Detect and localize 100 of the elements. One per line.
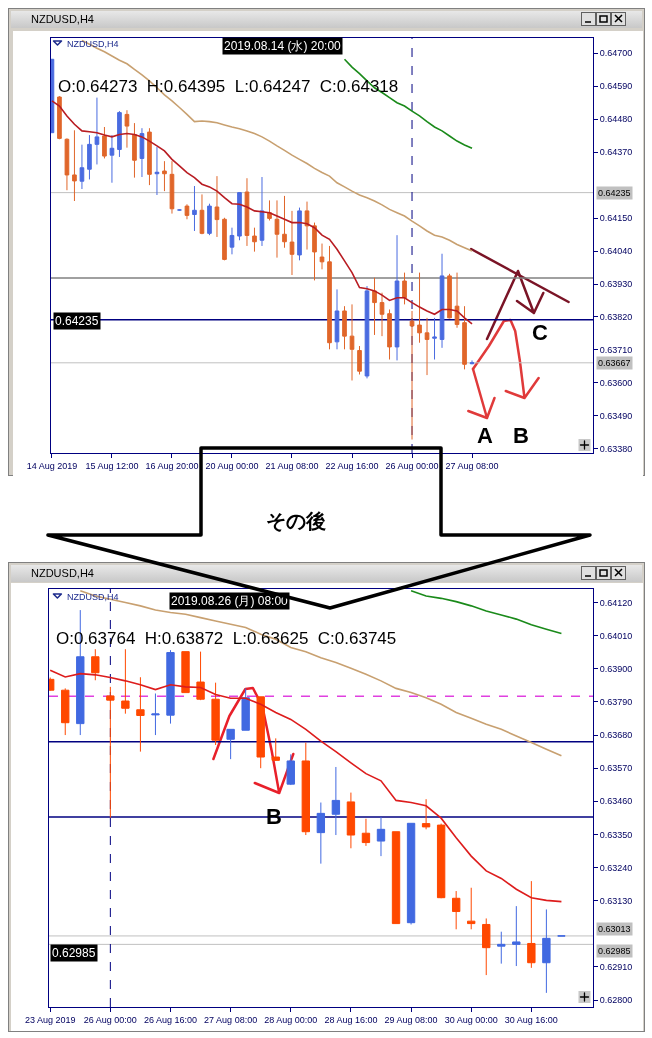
candlestick <box>252 227 257 253</box>
y-tick-label: 0.64150 <box>599 213 633 224</box>
x-tick-label: 20 Aug 00:00 <box>205 460 259 471</box>
y-tick-label: 0.64370 <box>599 147 633 158</box>
candlestick <box>327 245 332 350</box>
candlestick <box>342 305 347 350</box>
candlestick <box>482 917 491 976</box>
ref-line-label: 0.64235 <box>598 188 631 198</box>
y-tick-label: 0.63350 <box>599 829 633 840</box>
candlestick <box>451 890 461 930</box>
candlestick <box>394 234 400 361</box>
candlestick <box>432 317 437 361</box>
y-tick-label: 0.64120 <box>599 597 633 608</box>
candlestick <box>304 201 310 251</box>
candlestick <box>229 227 235 255</box>
y-tick-label: 0.63490 <box>599 410 633 421</box>
y-tick-label: 0.64040 <box>599 246 633 257</box>
candlestick <box>184 203 190 220</box>
y-tick-label: 0.63900 <box>599 663 633 674</box>
candlestick <box>349 303 355 381</box>
candlestick <box>147 127 152 186</box>
y-tick-label: 0.64590 <box>599 81 633 92</box>
x-tick-label: 23 Aug 2019 <box>24 1014 76 1025</box>
text: B <box>513 423 529 448</box>
line-series <box>410 590 563 635</box>
candlestick <box>72 129 77 202</box>
candlestick <box>211 682 220 746</box>
candlestick <box>151 693 160 736</box>
y-tick-label: 0.64010 <box>599 630 633 641</box>
y-tick-label: 0.63820 <box>599 312 633 323</box>
candlestick <box>259 176 265 247</box>
candlestick <box>132 122 137 179</box>
y-tick-label: 0.64700 <box>599 48 633 59</box>
text: C <box>532 320 548 345</box>
x-tick-label: 28 Aug 00:00 <box>264 1014 318 1025</box>
candlestick <box>334 288 340 350</box>
candlestick <box>424 317 430 376</box>
x-tick-label: 30 Aug 16:00 <box>504 1014 558 1025</box>
y-tick-label: 0.63570 <box>599 763 633 774</box>
y-tick-label: 0.63380 <box>599 443 633 454</box>
candlestick <box>402 272 407 305</box>
candlestick <box>121 648 130 715</box>
x-tick-label: 15 Aug 12:00 <box>85 460 139 471</box>
candlestick <box>312 222 317 281</box>
candlestick <box>289 210 295 276</box>
candlestick <box>282 195 287 249</box>
candlestick <box>346 792 356 849</box>
candlestick <box>166 649 175 725</box>
x-tick-label: 26 Aug 00:00 <box>83 1014 137 1025</box>
y-tick-label: 0.62800 <box>599 995 633 1006</box>
y-tick-label: 0.63790 <box>599 697 633 708</box>
candlestick <box>379 292 385 337</box>
x-tick-label: 29 Aug 08:00 <box>384 1014 438 1025</box>
candlestick <box>286 753 295 786</box>
chart-title: NZDUSD,H4 <box>11 565 642 582</box>
candlestick <box>199 193 205 235</box>
y-tick-label: 0.63460 <box>599 796 633 807</box>
candlestick <box>106 686 115 819</box>
chart-title: NZDUSD,H4 <box>11 11 642 28</box>
candlestick <box>361 818 371 847</box>
annotation: 0.62985 <box>52 946 96 960</box>
candlestick <box>542 908 551 994</box>
y-tick-label: 0.62910 <box>599 962 633 973</box>
ref-line-label: 0.63013 <box>598 924 631 934</box>
candlestick <box>357 345 362 375</box>
candlestick <box>447 273 452 319</box>
candlestick <box>241 687 250 731</box>
x-tick-label: 27 Aug 08:00 <box>445 460 499 471</box>
text: A <box>477 423 493 448</box>
x-tick-label: 30 Aug 00:00 <box>444 1014 498 1025</box>
candlestick <box>274 199 280 259</box>
x-tick-label: 26 Aug 16:00 <box>143 1014 198 1025</box>
candlestick <box>391 831 401 925</box>
candlestick <box>181 651 190 694</box>
candlestick <box>364 285 370 379</box>
candlestick <box>117 110 122 158</box>
candlestick <box>57 95 62 140</box>
candlestick <box>267 199 272 221</box>
candlestick <box>256 696 265 769</box>
y-tick-label: 0.63710 <box>599 345 633 356</box>
y-tick-label: 0.63240 <box>599 862 633 873</box>
candlestick <box>376 816 386 857</box>
text: その後 <box>266 508 326 534</box>
candlestick <box>467 887 476 930</box>
line-series <box>49 669 563 903</box>
candlestick <box>222 217 227 261</box>
candlestick <box>316 802 326 865</box>
y-tick-label: 0.64480 <box>599 114 633 125</box>
candlestick <box>136 676 145 753</box>
candlestick <box>162 160 167 192</box>
candlestick <box>237 191 242 241</box>
candlestick <box>124 109 130 149</box>
candlestick <box>226 728 235 760</box>
candlestick <box>139 127 145 178</box>
candlestick <box>331 766 341 836</box>
candlestick <box>244 177 250 247</box>
candlestick <box>271 737 280 762</box>
candlestick <box>301 742 310 836</box>
ref-line-label: 0.62985 <box>598 946 631 956</box>
y-tick-label: 0.63930 <box>599 279 633 290</box>
